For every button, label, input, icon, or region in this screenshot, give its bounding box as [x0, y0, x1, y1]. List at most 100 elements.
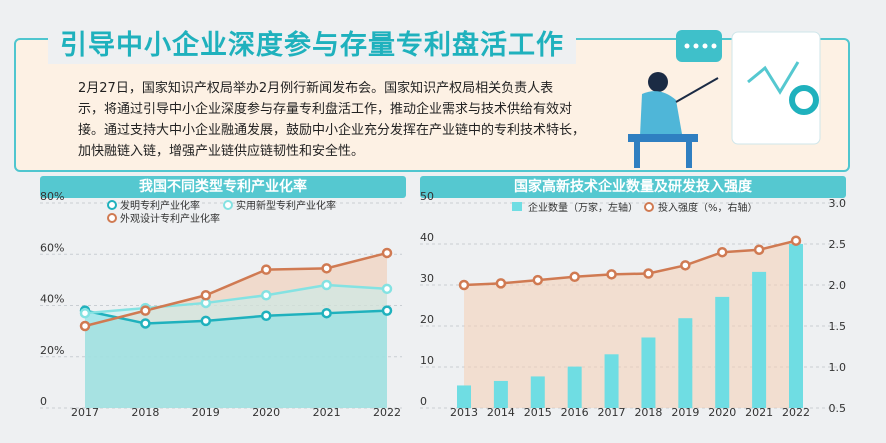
board-chart-icon: [747, 61, 800, 95]
y-tick-label: 40%: [40, 293, 64, 306]
y-right-tick-label: 3.0: [829, 197, 847, 210]
legend-label: 投入强度（%，右轴）: [658, 201, 758, 214]
x-tick-label: 2018: [634, 406, 662, 419]
y-right-tick-label: 0.5: [829, 402, 847, 415]
data-point: [381, 305, 393, 316]
data-point: [606, 269, 617, 280]
y-right-tick-label: 2.5: [829, 238, 847, 251]
x-tick-label: 2020: [708, 406, 736, 419]
series-line: [84, 251, 388, 328]
x-tick-label: 2022: [373, 406, 401, 419]
series-line: [463, 239, 797, 287]
y-left-tick-label: 30: [420, 272, 434, 285]
person-illustration: [628, 30, 821, 168]
data-point: [200, 290, 212, 301]
data-point: [532, 274, 544, 286]
data-point: [140, 305, 151, 316]
x-tick-label: 2016: [561, 406, 589, 419]
page-title: 引导中小企业深度参与存量专利盘活工作: [48, 28, 576, 64]
data-point: [321, 263, 332, 274]
y-tick-label: 20%: [40, 344, 64, 357]
x-tick-label: 2021: [313, 406, 341, 419]
data-point: [79, 320, 91, 332]
legend-label: 外观设计专利产业化率: [120, 212, 220, 225]
stool-icon: [628, 134, 698, 142]
left-chart-banner: 我国不同类型专利产业化率: [40, 176, 406, 198]
paragraph-line: 加快融链入链，增强产业链供应链韧性和安全性。: [78, 144, 365, 159]
data-point: [716, 246, 728, 258]
bar: [752, 271, 767, 408]
person-body-icon: [640, 91, 682, 136]
bar: [715, 296, 730, 408]
person-head-icon: [648, 72, 668, 92]
data-point: [200, 315, 212, 327]
paragraph-line: 接。通过支持大中小企业融通发展，鼓励中小企业充分发挥在产业链中的专利技术特长，: [78, 123, 586, 138]
x-tick-label: 2018: [131, 406, 159, 419]
data-point: [321, 279, 332, 291]
data-point: [140, 318, 151, 329]
legend-marker: [512, 202, 522, 211]
y-tick-label: 0: [40, 395, 47, 408]
data-point: [381, 247, 393, 259]
y-right-tick-label: 1.5: [829, 320, 847, 333]
data-point: [569, 271, 580, 283]
paragraph-line: 2月27日，国家知识产权局举办2月例行新闻发布会。国家知识产权局相关负责人表: [78, 81, 554, 96]
legend-label: 企业数量（万家，左轴）: [528, 201, 638, 214]
x-tick-label: 2013: [450, 406, 478, 419]
x-tick-label: 2017: [71, 406, 99, 419]
data-point: [260, 264, 272, 275]
series-line: [84, 309, 388, 325]
y-left-tick-label: 10: [420, 354, 434, 367]
legend-marker: [107, 213, 117, 223]
data-point: [79, 307, 91, 319]
bar: [457, 385, 471, 408]
speech-bubble-icon: [676, 30, 722, 62]
data-point: [643, 268, 654, 279]
right-chart-banner: 国家高新技术企业数量及研发投入强度: [420, 176, 846, 198]
bar: [789, 244, 803, 408]
x-tick-label: 2015: [524, 406, 552, 419]
x-tick-label: 2022: [782, 406, 810, 419]
y-left-tick-label: 20: [420, 313, 434, 326]
legend-marker: [223, 200, 233, 210]
line-area: [464, 240, 796, 408]
bar: [678, 318, 693, 408]
series-line: [84, 283, 388, 315]
bar: [493, 380, 508, 408]
data-point: [321, 307, 332, 319]
legend-label: 实用新型专利产业化率: [236, 199, 336, 212]
y-right-tick-label: 2.0: [829, 279, 847, 292]
pointer-icon: [675, 77, 719, 103]
data-point: [790, 235, 802, 246]
bar: [567, 366, 582, 408]
y-right-tick-label: 1.0: [829, 361, 847, 374]
y-tick-label: 80%: [40, 190, 64, 203]
data-point: [381, 283, 393, 295]
legend-marker: [644, 202, 654, 212]
data-point: [753, 244, 765, 255]
x-tick-label: 2019: [192, 406, 220, 419]
data-point: [495, 278, 507, 289]
x-tick-label: 2017: [598, 406, 626, 419]
bar: [604, 354, 619, 408]
y-left-tick-label: 50: [420, 190, 434, 203]
data-point: [458, 279, 470, 291]
paragraph-line: 示，将通过引导中小企业深度参与存量专利盘活工作，推动企业需求与技术供给有效对: [78, 102, 573, 117]
legend-marker: [107, 200, 117, 210]
y-tick-label: 60%: [40, 241, 64, 254]
y-left-tick-label: 40: [420, 231, 434, 244]
data-point: [680, 260, 691, 271]
bar: [641, 337, 656, 408]
legend-label: 发明专利产业化率: [120, 199, 200, 212]
data-point: [260, 290, 272, 301]
series-area: [85, 310, 387, 408]
board-pie-icon: [789, 85, 819, 115]
x-tick-label: 2020: [252, 406, 280, 419]
y-left-tick-label: 0: [420, 395, 427, 408]
bar: [530, 376, 545, 408]
intro-paragraph: 2月27日，国家知识产权局举办2月例行新闻发布会。国家知识产权局相关负责人表 示…: [78, 78, 618, 162]
x-tick-label: 2014: [487, 406, 515, 419]
x-tick-label: 2021: [745, 406, 773, 419]
